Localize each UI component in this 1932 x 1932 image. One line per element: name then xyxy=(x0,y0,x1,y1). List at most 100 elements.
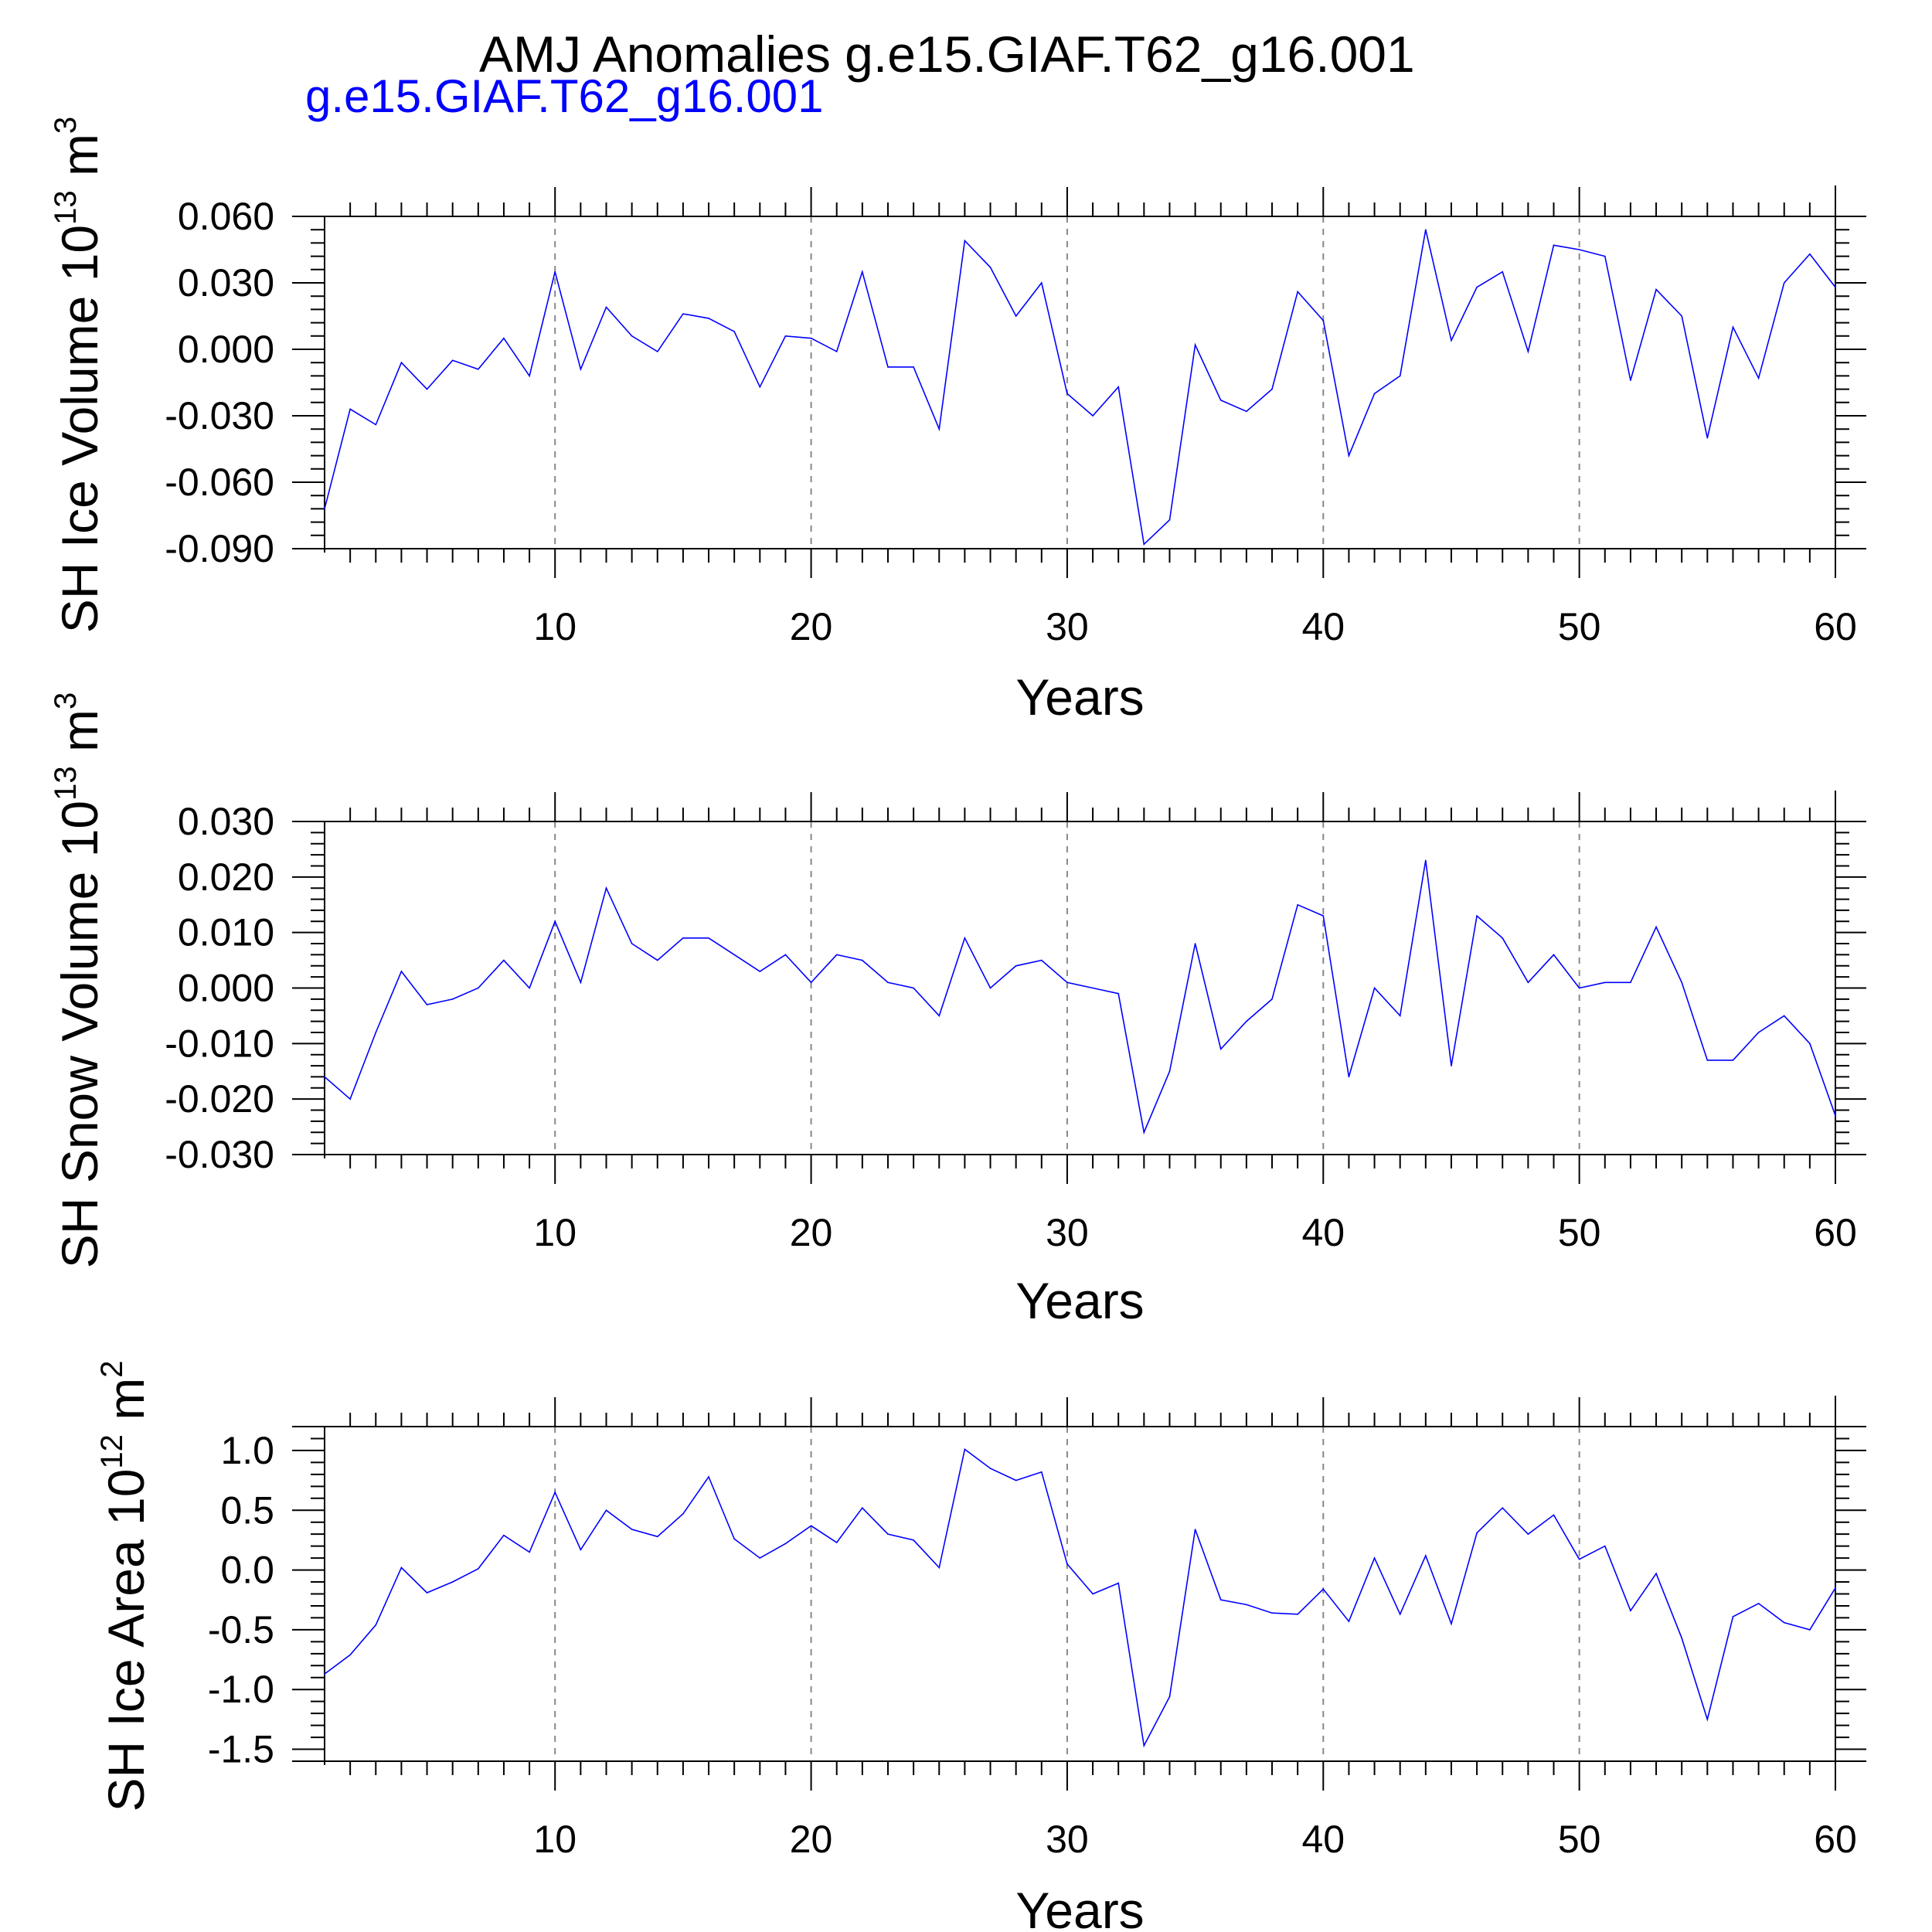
data-point xyxy=(989,267,992,268)
data-point xyxy=(1117,992,1120,995)
data-point xyxy=(913,987,914,989)
data-point xyxy=(1630,981,1631,984)
data-point xyxy=(1706,1719,1709,1720)
data-point xyxy=(862,270,863,273)
y-tick-label: -0.020 xyxy=(165,1077,274,1121)
data-point xyxy=(478,1568,479,1570)
data-point xyxy=(733,954,735,956)
data-point xyxy=(1271,388,1273,390)
data-point xyxy=(1246,1604,1247,1606)
data-point xyxy=(938,428,940,430)
data-point xyxy=(1451,1065,1452,1066)
data-point xyxy=(400,362,403,364)
data-point xyxy=(784,335,787,337)
data-point xyxy=(733,331,735,332)
data-point xyxy=(1194,1529,1196,1530)
data-point xyxy=(1066,981,1068,984)
x-tick-label: 60 xyxy=(1814,1818,1857,1861)
data-point xyxy=(1527,1533,1529,1535)
data-point xyxy=(580,369,582,370)
data-point xyxy=(1322,915,1325,917)
data-point xyxy=(913,366,914,368)
x-axis-label: Years xyxy=(1015,668,1144,726)
data-point xyxy=(605,306,607,308)
data-point xyxy=(1681,315,1682,317)
data-point xyxy=(1681,981,1682,984)
data-point xyxy=(1502,270,1504,273)
y-tick-label: 0.000 xyxy=(178,328,274,371)
data-point xyxy=(1681,1637,1682,1639)
data-point xyxy=(887,981,889,984)
x-tick-label: 60 xyxy=(1814,605,1857,648)
data-point xyxy=(1143,1745,1145,1747)
data-point xyxy=(1553,1514,1555,1516)
data-point xyxy=(1476,915,1478,917)
x-tick-label: 60 xyxy=(1814,1211,1857,1254)
data-point xyxy=(759,386,761,388)
data-point xyxy=(708,318,709,319)
data-point xyxy=(1194,344,1196,346)
data-point xyxy=(631,943,633,944)
data-point xyxy=(1040,282,1043,284)
data-point xyxy=(1092,1593,1094,1595)
data-point xyxy=(759,1557,761,1559)
data-point xyxy=(1425,859,1427,862)
data-point xyxy=(887,366,889,368)
y-tick-label: -1.0 xyxy=(208,1668,274,1711)
data-point xyxy=(1246,410,1247,413)
data-point xyxy=(503,1534,505,1536)
data-point xyxy=(1809,1629,1811,1631)
data-point xyxy=(1757,1603,1760,1604)
data-point xyxy=(1399,1015,1401,1017)
data-point xyxy=(1297,1613,1298,1615)
data-point xyxy=(324,508,325,510)
data-point xyxy=(554,270,556,273)
data-point xyxy=(1783,1621,1785,1624)
x-tick-label: 10 xyxy=(533,605,577,648)
data-point xyxy=(554,1492,556,1493)
data-point xyxy=(1706,1060,1709,1061)
data-point xyxy=(1604,1545,1606,1547)
data-point xyxy=(1297,903,1298,906)
y-axis-label: SH Ice Area 1012 m2 xyxy=(95,1361,155,1812)
x-tick-label: 40 xyxy=(1301,1818,1345,1861)
data-point xyxy=(1348,454,1350,457)
data-point xyxy=(1219,400,1222,401)
data-point xyxy=(1040,959,1043,961)
x-tick-label: 20 xyxy=(790,1818,833,1861)
series-line xyxy=(324,230,1836,546)
data-point xyxy=(810,981,812,984)
data-point xyxy=(1451,339,1452,342)
data-point xyxy=(1604,255,1606,257)
data-point xyxy=(810,1525,812,1527)
x-tick-label: 20 xyxy=(790,1211,833,1254)
data-point xyxy=(349,1654,351,1656)
data-point xyxy=(708,1476,709,1478)
data-point xyxy=(759,971,761,972)
y-tick-label: -0.090 xyxy=(165,527,274,570)
data-point xyxy=(426,1004,428,1005)
x-tick-label: 50 xyxy=(1558,605,1601,648)
data-point xyxy=(1271,1612,1273,1614)
series-line xyxy=(324,1448,1836,1748)
y-tick-label: 0.030 xyxy=(178,800,274,843)
data-point xyxy=(682,313,684,315)
data-point xyxy=(1271,998,1273,1000)
data-point xyxy=(349,1098,351,1100)
data-point xyxy=(1399,1613,1401,1615)
data-point xyxy=(451,359,454,362)
data-point xyxy=(1553,954,1555,956)
x-tick-label: 50 xyxy=(1558,1211,1601,1254)
x-tick-label: 30 xyxy=(1046,1818,1089,1861)
data-point xyxy=(1502,937,1504,939)
data-point xyxy=(503,959,505,961)
data-point xyxy=(1092,987,1094,989)
data-point xyxy=(1246,1020,1247,1022)
data-point xyxy=(1322,319,1325,321)
data-point xyxy=(400,971,403,972)
data-point xyxy=(1757,377,1760,379)
data-point xyxy=(862,959,863,961)
y-tick-label: -0.030 xyxy=(165,1133,274,1176)
data-point xyxy=(989,987,992,989)
data-point xyxy=(1553,244,1555,247)
